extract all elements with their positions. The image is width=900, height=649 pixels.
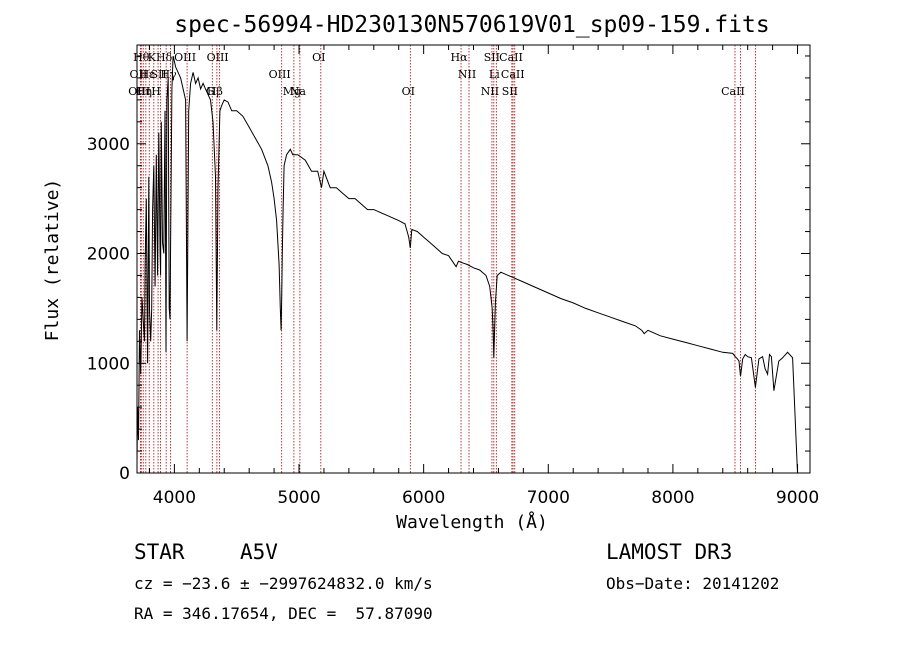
y-tick-label: 3000 (87, 135, 130, 155)
line-marker-label: CaII (721, 85, 745, 98)
y-tick-label: 2000 (87, 245, 130, 265)
line-marker-label: NII (458, 68, 476, 81)
line-marker-label: OIII (128, 85, 150, 98)
x-tick-label: 6000 (402, 488, 445, 508)
line-marker-label: NII (481, 85, 499, 98)
line-marker-label: K (148, 51, 157, 64)
y-axis-label: Flux (relative) (42, 179, 63, 342)
x-tick-label: 9000 (776, 488, 819, 508)
coordinates: RA = 346.17654, DEC = 57.87090 (134, 604, 433, 623)
redshift-cz: cz = −23.6 ± −2997624832.0 km/s (134, 574, 433, 593)
x-axis-label: Wavelength (Å) (396, 511, 548, 533)
survey-name: LAMOST DR3 (606, 540, 733, 564)
plot-frame (136, 44, 811, 474)
line-marker-label: Hβ (207, 85, 223, 98)
line-marker-label: OIII (269, 68, 291, 81)
line-markers: OIIOIIIHθHηHεKHSIIHδHγOIIIGHβOIIIOIIIMgN… (128, 45, 756, 473)
chart-title: spec-56994-HD230130N570619V01_sp09-159.f… (174, 12, 769, 38)
line-marker-label: G (206, 85, 215, 98)
line-marker-label: H (151, 85, 161, 98)
line-marker-label: Na (290, 85, 307, 98)
line-marker-label: Hε (140, 68, 156, 81)
line-marker-label: Hα (451, 51, 469, 64)
x-tick-label: 4000 (153, 488, 196, 508)
line-marker-label: OIII (207, 51, 229, 64)
object-type: STAR (134, 540, 185, 564)
line-marker-label: OI (312, 51, 325, 64)
x-tick-label: 8000 (651, 488, 694, 508)
line-marker-label: Li (489, 68, 500, 81)
x-axis-ticks: 4000 5000 6000 7000 8000 9000 (148, 45, 819, 508)
spectral-class: A5V (240, 540, 278, 564)
line-marker-label: Mg (283, 85, 301, 98)
line-marker-label: Hδ (156, 51, 173, 64)
y-tick-label: 0 (119, 464, 130, 484)
line-marker-label: Hγ (160, 68, 177, 81)
line-marker-label: SII (150, 68, 166, 81)
line-marker-label: Hη (136, 85, 152, 98)
observation-date: Obs−Date: 20141202 (606, 574, 780, 593)
line-marker-label: CaII (501, 68, 525, 81)
line-marker-label: SII (502, 85, 518, 98)
line-marker-label: OIII (174, 51, 196, 64)
line-marker-label: CaII (499, 51, 523, 64)
y-axis-ticks: 0 1000 2000 3000 (87, 55, 810, 484)
x-tick-label: 7000 (527, 488, 570, 508)
line-marker-label: SII (484, 51, 500, 64)
line-marker-label: OI (402, 85, 415, 98)
spectrum-line (136, 55, 798, 474)
line-marker-label: OII (130, 68, 148, 81)
y-tick-label: 1000 (87, 354, 130, 374)
x-tick-label: 5000 (277, 488, 320, 508)
